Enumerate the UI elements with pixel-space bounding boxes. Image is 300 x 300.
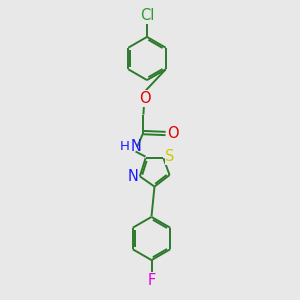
Text: Cl: Cl [140,8,154,23]
Text: N: N [128,169,139,184]
Text: N: N [130,139,141,154]
Text: S: S [165,149,175,164]
Text: O: O [139,91,151,106]
Text: F: F [147,273,156,288]
Text: H: H [119,140,129,153]
Text: O: O [168,126,179,141]
